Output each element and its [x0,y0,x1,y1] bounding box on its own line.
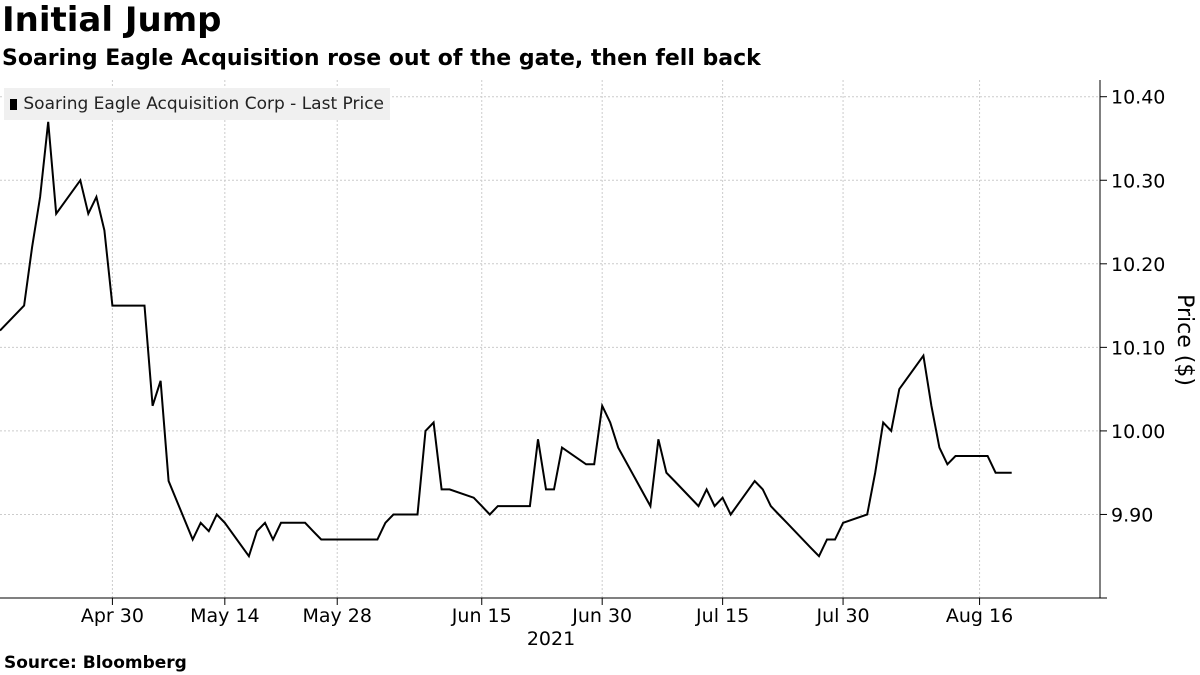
x-tick-label: May 28 [302,605,372,627]
y-tick-label: 10.00 [1111,421,1165,443]
y-tick-label: 10.10 [1111,337,1165,359]
source-note: Source: Bloomberg [4,653,187,673]
y-tick-label: 10.20 [1111,254,1165,276]
legend-entry-label: Soaring Eagle Acquisition Corp - Last Pr… [23,94,384,114]
y-axis-title: Price ($) [1172,294,1197,386]
x-tick-label: May 14 [190,605,260,627]
x-tick-label: Jul 15 [695,605,749,627]
x-axis: Apr 30 May 14 May 28 Jun 15 Jun 30 Jul 15 Jul … [0,597,1100,627]
y-axis: 9.90 10.00 10.10 10.20 10.30 10.40 [1099,80,1165,599]
x-tick-label: Jun 15 [451,605,512,627]
x-axis-year-label: 2021 [527,628,575,650]
x-tick-label: Jun 30 [571,605,632,627]
x-tick-label: Jul 30 [815,605,869,627]
y-tick-label: 9.90 [1111,504,1153,526]
gridlines [0,80,1100,598]
legend: Soaring Eagle Acquisition Corp - Last Pr… [4,88,390,120]
legend-swatch [10,98,18,110]
series-layer [0,121,1012,559]
series-line [0,121,1012,559]
y-tick-label: 10.30 [1111,170,1165,192]
x-tick-label: Apr 30 [81,605,144,627]
chart-subtitle: Soaring Eagle Acquisition rose out of th… [2,46,761,71]
x-tick-label: Aug 16 [946,605,1013,627]
chart-title: Initial Jump [2,0,222,40]
y-tick-label: 10.40 [1111,87,1165,109]
